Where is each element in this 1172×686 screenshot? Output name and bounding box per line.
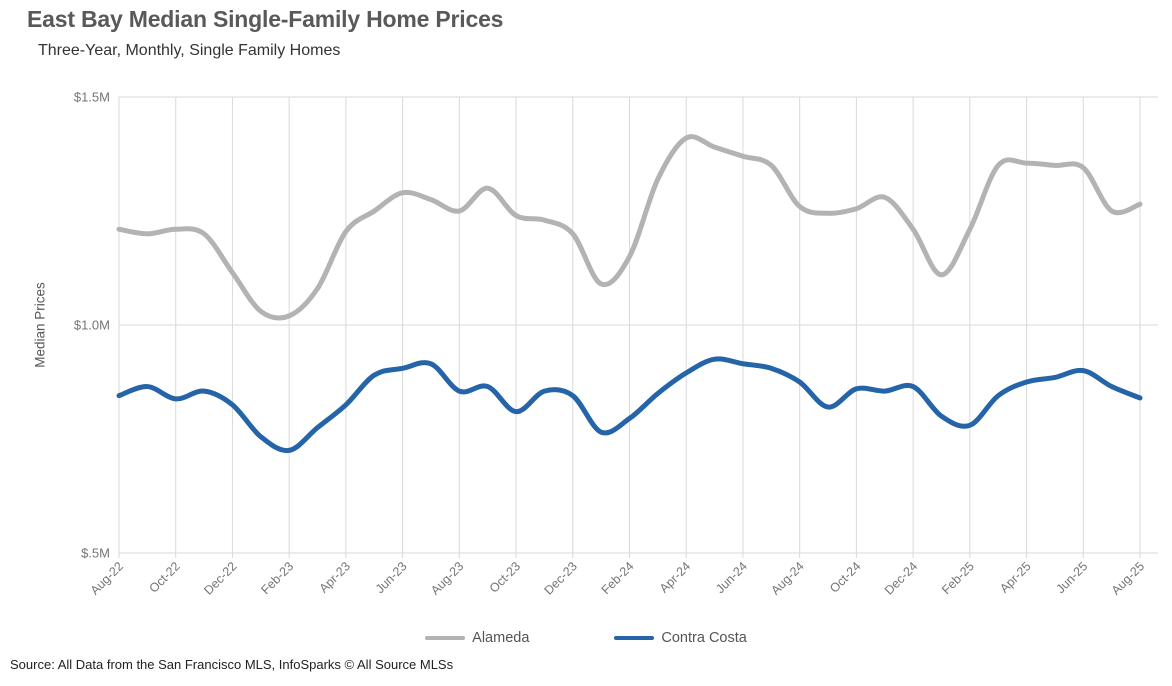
x-axis-tick-label: Oct-23 [487,559,523,595]
legend-label-contra-costa: Contra Costa [661,630,747,646]
x-axis-tick-label: Apr-24 [657,559,693,595]
chart-legend: Alameda Contra Costa [0,630,1172,646]
alameda-line-swatch [425,635,466,641]
x-axis-tick-label: Feb-23 [258,559,296,597]
x-axis-tick-label: Dec-24 [882,559,920,597]
y-axis-tick-label: $.5M [81,546,110,561]
y-axis-title: Median Prices [32,282,48,368]
x-axis-tick-label: Oct-22 [146,559,182,595]
y-axis-tick-label: $1.0M [74,318,110,333]
source-note: Source: All Data from the San Francisco … [10,657,454,672]
x-axis-tick-label: Aug-24 [768,559,806,597]
x-axis-tick-label: Jun-24 [713,559,750,596]
legend-label-alameda: Alameda [472,630,530,646]
x-axis-tick-label: Apr-25 [997,559,1033,595]
x-axis-tick-label: Feb-25 [939,559,977,597]
x-axis-tick-label: Dec-23 [542,559,580,597]
y-axis-tick-label: $1.5M [74,90,110,105]
contra-costa-line [116,356,1143,454]
x-axis-tick-label: Jun-23 [373,559,410,596]
x-axis-tick-label: Aug-22 [88,559,126,597]
legend-item-contra-costa: Contra Costa [614,630,747,646]
x-axis-tick-label: Oct-24 [827,559,863,595]
alameda-line [116,134,1143,321]
x-axis-tick-label: Apr-23 [317,559,353,595]
page-subtitle: Three-Year, Monthly, Single Family Homes [38,42,341,59]
x-axis-tick-label: Dec-22 [201,559,239,597]
legend-item-alameda: Alameda [425,630,529,646]
x-axis-tick-label: Aug-23 [428,559,466,597]
contra-costa-line-swatch [614,635,655,641]
x-axis-tick-label: Jun-25 [1053,559,1090,596]
x-axis-tick-label: Feb-24 [599,559,637,597]
x-axis-tick-label: Aug-25 [1109,559,1147,597]
page-title: East Bay Median Single-Family Home Price… [27,6,504,32]
